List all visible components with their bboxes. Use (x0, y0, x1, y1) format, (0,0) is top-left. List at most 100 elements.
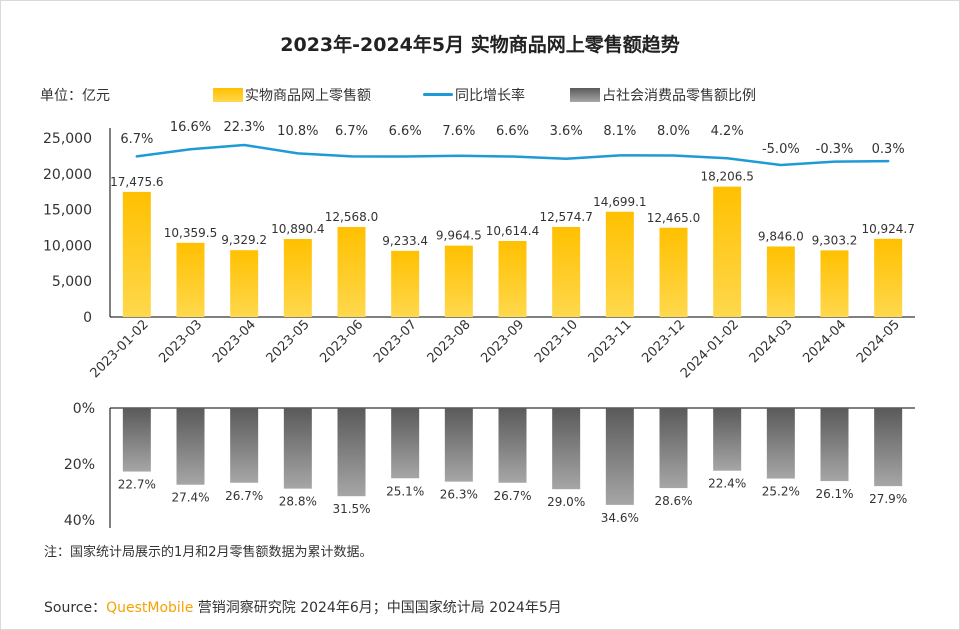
legend-swatch-line (423, 93, 453, 96)
share-bar-label: 29.0% (547, 495, 585, 509)
sales-bar-label: 9,233.4 (382, 234, 428, 248)
legend-label-lower-bar: 占社会消费品零售额比例 (602, 88, 756, 104)
sales-bar (176, 242, 205, 317)
sales-bar-label: 12,568.0 (325, 210, 378, 224)
legend-item-bar: 实物商品网上零售额 (213, 85, 371, 105)
share-bar-label: 26.7% (493, 489, 531, 503)
growth-label: 16.6% (170, 120, 211, 135)
growth-label: 6.6% (496, 124, 529, 139)
x-tick-label: 2023-05 (264, 317, 313, 366)
y-tick-label-top: 10,000 (43, 238, 92, 254)
share-bar (122, 408, 151, 472)
sales-bar-label: 10,614.4 (486, 224, 539, 238)
share-bar-label: 34.6% (601, 511, 639, 525)
legend-swatch-bar (213, 88, 243, 102)
share-bar-label: 27.9% (869, 492, 907, 506)
x-tick-label: 2023-06 (317, 317, 366, 366)
y-tick-label-bottom: 40% (64, 513, 95, 529)
share-bar-label: 27.4% (171, 491, 209, 505)
y-tick-label-top: 5,000 (52, 274, 92, 290)
growth-label: -5.0% (762, 142, 800, 157)
y-tick-label-bottom: 0% (73, 401, 95, 417)
source-line: Source：QuestMobile 营销洞察研究院 2024年6月；中国国家统… (44, 597, 562, 617)
sales-bar-label: 14,699.1 (593, 195, 646, 209)
unit-label: 单位：亿元 (40, 88, 110, 104)
sales-bar (766, 246, 795, 317)
growth-label: 22.3% (224, 120, 265, 135)
share-bar (337, 408, 366, 497)
x-tick-label: 2024-05 (854, 317, 903, 366)
sales-bar (552, 226, 581, 317)
x-tick-label: 2023-07 (371, 317, 420, 366)
y-tick-label-top: 20,000 (43, 167, 92, 183)
share-bar-label: 25.2% (762, 485, 800, 499)
share-bar (498, 408, 527, 483)
share-bar (659, 408, 688, 489)
share-bar (230, 408, 259, 483)
x-tick-label: 2023-04 (210, 317, 259, 366)
share-bar-label: 28.6% (654, 494, 692, 508)
source-brand: QuestMobile (106, 600, 194, 616)
growth-label: 6.7% (335, 124, 368, 139)
share-bar (444, 408, 473, 482)
legend-swatch-lower-bar (570, 88, 600, 102)
growth-label: 8.1% (603, 124, 636, 139)
y-tick-label-bottom: 20% (64, 457, 95, 473)
growth-label: 3.6% (550, 124, 583, 139)
share-bar-label: 31.5% (332, 502, 370, 516)
sales-bar-label: 10,924.7 (861, 222, 914, 236)
growth-label: 4.2% (711, 124, 744, 139)
sales-bar (874, 238, 903, 317)
sales-bar (713, 186, 742, 317)
growth-label: 10.8% (277, 124, 318, 139)
sales-bar-label: 12,574.7 (539, 210, 592, 224)
share-bar (713, 408, 742, 471)
share-bar (176, 408, 205, 485)
sales-bar (444, 245, 473, 317)
share-bar (820, 408, 849, 482)
sales-bar (820, 250, 849, 317)
growth-label: 6.7% (120, 132, 153, 147)
growth-label: 6.6% (389, 124, 422, 139)
share-bar-label: 22.7% (118, 478, 156, 492)
sales-bar-label: 9,329.2 (221, 233, 267, 247)
footnote: 注：国家统计局展示的1月和2月零售额数据为累计数据。 (44, 545, 373, 560)
x-tick-label: 2023-10 (532, 317, 581, 366)
sales-bar-label: 10,890.4 (271, 222, 324, 236)
x-tick-label: 2024-03 (747, 317, 796, 366)
sales-bar-label: 9,846.0 (758, 230, 804, 244)
x-tick-label: 2023-12 (639, 317, 688, 366)
sales-bar-label: 9,303.2 (812, 233, 858, 247)
x-tick-label: 2023-01-02 (88, 317, 152, 381)
share-bar (605, 408, 634, 505)
growth-label: 0.3% (872, 142, 905, 157)
sales-bar (391, 250, 420, 317)
y-tick-label-top: 0 (83, 310, 92, 326)
share-bar (766, 408, 795, 479)
legend-label-line: 同比增长率 (455, 88, 525, 104)
x-tick-label: 2023-08 (425, 317, 474, 366)
sales-bar-label: 12,465.0 (647, 211, 700, 225)
legend-item-lower-bar: 占社会消费品零售额比例 (570, 85, 756, 105)
share-bar-label: 26.1% (815, 487, 853, 501)
x-tick-label: 2023-03 (156, 317, 205, 366)
y-tick-label-top: 15,000 (43, 203, 92, 219)
chart-title: 2023年-2024年5月 实物商品网上零售额趋势 (280, 34, 680, 56)
share-bar-label: 22.4% (708, 477, 746, 491)
growth-label: 7.6% (442, 124, 475, 139)
share-bar (283, 408, 312, 489)
share-bar-label: 26.3% (440, 488, 478, 502)
x-tick-label: 2024-01-02 (678, 317, 742, 381)
share-bar (874, 408, 903, 487)
legend-label-bar: 实物商品网上零售额 (245, 88, 371, 104)
sales-bar-label: 10,359.5 (164, 226, 217, 240)
sales-bar-label: 9,964.5 (436, 229, 482, 243)
sales-bar (122, 191, 151, 317)
x-tick-label: 2023-09 (478, 317, 527, 366)
growth-label: -0.3% (816, 142, 854, 157)
legend-item-line: 同比增长率 (423, 85, 525, 105)
share-bar (552, 408, 581, 490)
source-rest: 营销洞察研究院 2024年6月；中国国家统计局 2024年5月 (193, 600, 562, 616)
sales-bar (605, 211, 634, 317)
